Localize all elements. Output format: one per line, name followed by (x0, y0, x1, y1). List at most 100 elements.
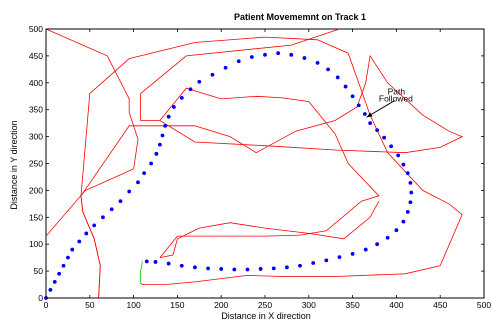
path-point (61, 263, 66, 268)
path-point (223, 65, 228, 70)
path-point (188, 87, 193, 92)
path-point (84, 231, 89, 236)
path-point (394, 228, 399, 233)
path-point (153, 260, 158, 264)
path-point (70, 247, 75, 252)
path-point (289, 52, 294, 57)
y-tick-label: 200 (29, 185, 43, 195)
path-point (389, 144, 394, 149)
path-point (171, 105, 176, 109)
path-point (236, 59, 241, 64)
path-point (362, 112, 367, 116)
x-tick-label: 50 (85, 300, 95, 310)
path-point (315, 60, 320, 65)
path-point (249, 55, 254, 59)
x-tick-label: 450 (433, 300, 447, 310)
path-point (401, 219, 406, 224)
path-point (48, 288, 53, 292)
track-boundary-line-1 (80, 28, 464, 299)
path-point (149, 161, 154, 166)
y-tick-label: 450 (29, 51, 43, 61)
path-point (109, 207, 114, 212)
y-tick-label: 500 (29, 24, 43, 34)
path-followed-series (44, 51, 414, 300)
path-point (382, 135, 387, 140)
path-point (335, 75, 340, 80)
path-point (326, 67, 330, 72)
path-point (77, 239, 82, 244)
axes-box (45, 28, 485, 299)
y-tick-label: 350 (29, 105, 43, 115)
x-tick-label: 300 (302, 300, 316, 310)
path-point (52, 279, 57, 284)
path-point (302, 56, 307, 60)
path-point (154, 151, 159, 156)
path-point (405, 171, 410, 176)
plot-area: 0 50 100 150 200 250 300 350 400 450 500 0 50 100 150 2… (29, 24, 492, 310)
path-point (142, 171, 147, 176)
path-point (350, 94, 355, 99)
annotation-label: Path (388, 87, 406, 97)
series-layer (44, 28, 464, 300)
y-tick-label: 400 (29, 78, 43, 88)
x-tick-label: 400 (389, 300, 403, 310)
path-point (66, 255, 70, 260)
path-point (118, 199, 123, 204)
start-marker-line (140, 261, 143, 283)
path-point (375, 128, 380, 133)
x-tick-label: 100 (127, 300, 141, 310)
path-point (57, 271, 62, 276)
path-point (245, 267, 250, 272)
y-tick-label: 50 (34, 266, 44, 276)
path-point (179, 95, 184, 100)
y-axis-label: Distance in Y direction (9, 120, 19, 209)
path-point (206, 266, 210, 271)
path-point (166, 114, 171, 119)
path-point (166, 261, 171, 266)
path-point (258, 267, 263, 271)
path-point (160, 133, 165, 138)
path-point (396, 153, 401, 158)
path-point (271, 266, 276, 271)
path-point (343, 84, 348, 89)
path-point (263, 52, 267, 57)
path-point (232, 267, 237, 272)
path-point (356, 103, 361, 108)
path-point (311, 261, 316, 265)
y-tick-label: 300 (29, 132, 43, 142)
path-point (127, 189, 132, 194)
track-boundary-line-3 (159, 87, 380, 258)
track-boundary-line-2 (80, 36, 463, 299)
path-point (144, 259, 149, 264)
path-point (101, 215, 105, 220)
path-point (350, 251, 355, 256)
annotation-arrowhead (366, 112, 373, 118)
x-tick-label: 150 (170, 300, 184, 310)
path-point (368, 121, 373, 126)
path-point (409, 190, 414, 195)
path-point (408, 200, 413, 205)
path-point (197, 79, 202, 84)
y-tick-label: 0 (38, 293, 43, 303)
path-point (324, 258, 329, 263)
x-tick-label: 0 (44, 300, 49, 310)
ticks-layer: 0 50 100 150 200 250 300 350 400 450 500 0 50 100 150 2… (29, 24, 492, 310)
annotation-label: Followed (379, 94, 413, 104)
path-point (298, 263, 302, 268)
path-point (210, 72, 215, 77)
x-axis-label: Distance in X direction (221, 311, 311, 321)
path-point (179, 263, 184, 268)
track-boundary-line-4 (159, 201, 380, 258)
y-tick-label: 150 (29, 212, 43, 222)
path-point (157, 142, 162, 147)
x-tick-label: 200 (214, 300, 228, 310)
path-point (276, 51, 281, 56)
path-point (408, 180, 413, 185)
path-point (385, 235, 390, 240)
path-point (337, 255, 342, 260)
x-tick-label: 250 (258, 300, 272, 310)
path-point (92, 223, 97, 228)
y-tick-label: 100 (29, 239, 43, 249)
